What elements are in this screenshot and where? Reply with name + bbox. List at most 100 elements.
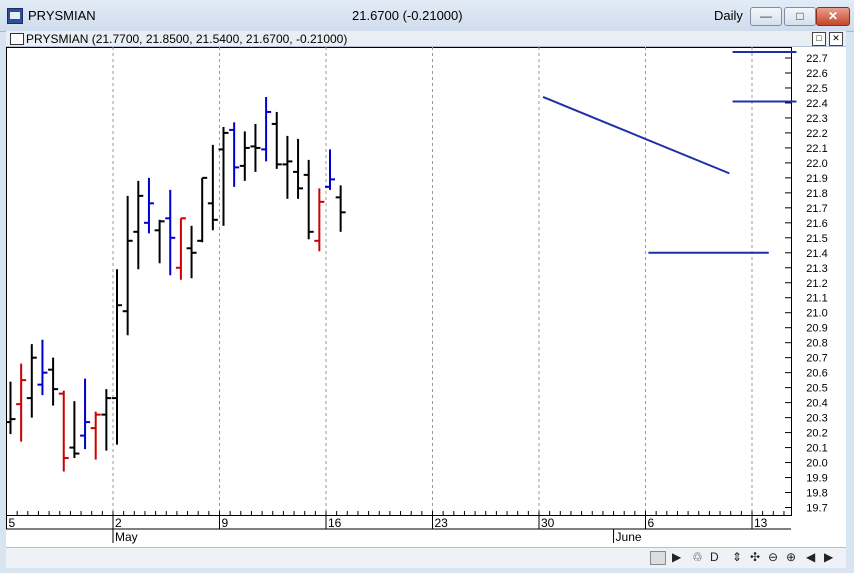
ohlc-bar bbox=[186, 225, 197, 279]
y-tick-label: 20.2 bbox=[806, 428, 827, 440]
ohlc-bar bbox=[5, 381, 16, 435]
y-tick-label: 20.1 bbox=[806, 443, 827, 455]
y-tick-label: 20.8 bbox=[806, 338, 827, 350]
ohlc-bar bbox=[90, 411, 101, 460]
ohlc-bar bbox=[325, 149, 335, 190]
zoom-in-icon[interactable]: ⊕ bbox=[786, 550, 797, 564]
ohlc-bar bbox=[165, 189, 176, 276]
chart-navigation-bar: ▶ ♲ D ⇕ ✣ ⊖ ⊕ ◀ ▶ bbox=[6, 547, 846, 568]
y-tick-label: 20.9 bbox=[806, 323, 827, 335]
trend-line bbox=[542, 96, 730, 175]
x-tick-label: 23 bbox=[435, 516, 449, 530]
window-price-change: 21.6700 (-0.21000) bbox=[352, 8, 463, 23]
window-titlebar: PRYSMIAN 21.6700 (-0.21000) Daily — □ ✕ bbox=[0, 0, 854, 32]
ohlc-bar bbox=[122, 195, 133, 336]
y-tick-label: 22.6 bbox=[806, 68, 827, 80]
scroll-thumb[interactable] bbox=[650, 551, 666, 565]
y-tick-label: 22.7 bbox=[806, 53, 827, 65]
month-label: May bbox=[115, 530, 138, 544]
chart-close-button[interactable]: ✕ bbox=[829, 32, 843, 46]
x-tick-label: 30 bbox=[541, 516, 555, 530]
y-tick-label: 22.1 bbox=[806, 143, 827, 155]
ohlc-bar bbox=[282, 135, 293, 199]
window-period: Daily bbox=[714, 8, 743, 23]
ohlc-bar bbox=[143, 177, 154, 234]
ohlc-bar bbox=[69, 401, 80, 459]
ohlc-bar bbox=[229, 122, 240, 187]
ohlc-bar bbox=[303, 159, 314, 240]
maximize-button[interactable]: □ bbox=[784, 7, 816, 26]
x-tick-label: 5 bbox=[9, 516, 16, 530]
price-chart: 19.7 19.8 19.9 20.0 20.1 20.2 20.3 20.4 20.5 20.6… bbox=[5, 47, 828, 544]
y-tick-label: 22.4 bbox=[806, 98, 827, 110]
y-tick-label: 21.2 bbox=[806, 278, 827, 290]
chart-app-icon bbox=[7, 8, 23, 24]
ohlc-bar bbox=[261, 96, 272, 162]
ohlc-bar bbox=[80, 378, 91, 450]
y-tick-label: 19.9 bbox=[806, 473, 827, 485]
ohlc-bar bbox=[154, 219, 165, 264]
x-tick-label: 6 bbox=[648, 516, 655, 530]
ohlc-bar bbox=[175, 217, 186, 280]
y-tick-label: 21.8 bbox=[806, 188, 827, 200]
ohlc-bar bbox=[58, 390, 69, 472]
ohlc-bar bbox=[271, 111, 282, 169]
ohlc-bar bbox=[16, 363, 27, 442]
minimize-button[interactable]: — bbox=[750, 7, 782, 26]
chart-window-icon bbox=[10, 33, 24, 45]
chart-restore-button[interactable]: □ bbox=[812, 32, 826, 46]
x-tick-label: 13 bbox=[754, 516, 768, 530]
y-tick-label: 21.6 bbox=[806, 218, 827, 230]
y-tick-label: 22.3 bbox=[806, 113, 827, 125]
y-tick-label: 21.4 bbox=[806, 248, 827, 260]
ohlc-bar bbox=[250, 123, 261, 172]
ohlc-bar bbox=[335, 185, 346, 232]
recycle-icon[interactable]: ♲ bbox=[692, 550, 703, 564]
y-tick-label: 20.7 bbox=[806, 353, 827, 365]
page-left-icon[interactable]: ◀ bbox=[806, 550, 816, 564]
y-tick-label: 20.5 bbox=[806, 383, 827, 395]
y-tick-label: 19.7 bbox=[806, 503, 827, 515]
ohlc-bar bbox=[37, 339, 48, 396]
chart-subtitle-bar: PRYSMIAN (21.7700, 21.8500, 21.5400, 21.… bbox=[6, 31, 846, 47]
ohlc-bar bbox=[207, 144, 218, 231]
y-tick-label: 21.7 bbox=[806, 203, 827, 215]
vertical-resize-icon[interactable]: ⇕ bbox=[732, 550, 743, 564]
ohlc-bar bbox=[101, 389, 112, 451]
y-tick-label: 21.1 bbox=[806, 293, 827, 305]
month-label: June bbox=[616, 530, 642, 544]
ohlc-bar bbox=[48, 357, 59, 406]
y-tick-label: 21.9 bbox=[806, 173, 827, 185]
ohlc-bar bbox=[112, 269, 122, 445]
zoom-out-icon[interactable]: ⊖ bbox=[768, 550, 779, 564]
y-tick-label: 20.3 bbox=[806, 413, 827, 425]
y-tick-label: 19.8 bbox=[806, 488, 827, 500]
x-tick-label: 2 bbox=[115, 516, 122, 530]
y-tick-label: 20.6 bbox=[806, 368, 827, 380]
window-title: PRYSMIAN bbox=[28, 8, 96, 23]
chart-ohlc-header: PRYSMIAN (21.7700, 21.8500, 21.5400, 21.… bbox=[26, 32, 348, 46]
close-button[interactable]: ✕ bbox=[816, 7, 850, 26]
move-icon[interactable]: ✣ bbox=[750, 550, 761, 564]
y-tick-label: 21.3 bbox=[806, 263, 827, 275]
x-tick-label: 16 bbox=[328, 516, 342, 530]
ohlc-bar bbox=[239, 131, 250, 181]
y-tick-label: 21.5 bbox=[806, 233, 827, 245]
page-right-icon[interactable]: ▶ bbox=[824, 550, 834, 564]
ohlc-bar bbox=[26, 344, 37, 418]
y-tick-label: 22.2 bbox=[806, 128, 827, 140]
x-tick-label: 9 bbox=[222, 516, 229, 530]
ohlc-bar bbox=[314, 188, 325, 252]
y-tick-label: 20.0 bbox=[806, 458, 827, 470]
ohlc-bar bbox=[197, 176, 208, 243]
plot-border bbox=[6, 47, 792, 516]
y-tick-label: 20.4 bbox=[806, 398, 827, 410]
period-d-button[interactable]: D bbox=[710, 550, 719, 564]
scroll-left-icon[interactable]: ▶ bbox=[672, 550, 682, 564]
y-tick-label: 21.0 bbox=[806, 308, 827, 320]
y-tick-label: 22.0 bbox=[806, 158, 827, 170]
y-tick-label: 22.5 bbox=[806, 83, 827, 95]
ohlc-bar bbox=[293, 138, 304, 199]
ohlc-bar bbox=[133, 180, 144, 270]
chart-area: 19.7 19.8 19.9 20.0 20.1 20.2 20.3 20.4 20.5 20.6… bbox=[5, 47, 846, 547]
